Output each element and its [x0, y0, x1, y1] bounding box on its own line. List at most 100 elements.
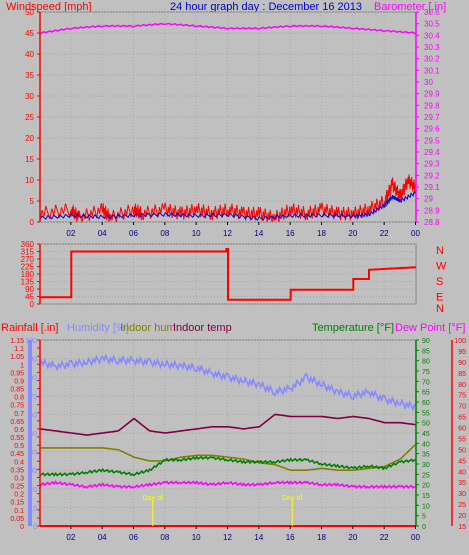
humidity-tick-label: 60: [29, 412, 37, 419]
temperature-tick-label: 20: [422, 483, 430, 490]
barometer-tick-label: 30.4: [424, 31, 440, 40]
dewpoint-tick-label: 95: [458, 349, 466, 356]
barometer-tick-label: 30.6: [424, 8, 440, 17]
windspeed-axis-label: Windspeed [mph]: [6, 1, 92, 13]
x-tick-label: 00: [411, 229, 420, 238]
humidity-tick-label: 50: [29, 431, 37, 438]
temperature-tick-label: 0: [422, 524, 426, 531]
windspeed-tick-label: 35: [25, 71, 34, 80]
rain-tick-label: 0.3: [14, 475, 24, 482]
dewpoint-tick-label: 65: [458, 415, 466, 422]
windspeed-tick-label: 0: [30, 218, 35, 227]
rain-tick-label: 0.25: [10, 484, 24, 491]
rain-tick-label: 0.85: [10, 387, 24, 394]
series-barometer: [39, 22, 417, 35]
x-tick-label: 18: [317, 533, 326, 542]
x-tick-label: 02: [66, 229, 75, 238]
x-tick-label: 20: [348, 533, 357, 542]
temperature-tick-label: 55: [422, 410, 430, 417]
humidity-axis-label: Humidity [%]: [67, 322, 129, 334]
x-tick-label: 22: [380, 229, 389, 238]
rain-tick-label: 0.7: [14, 411, 24, 418]
humidity-tick-label: 40: [29, 450, 37, 457]
direction-tick-label: 90: [25, 285, 34, 294]
barometer-tick-label: 30.3: [424, 43, 440, 52]
temperature-tick-label: 15: [422, 493, 430, 500]
temperature-tick-label: 50: [422, 421, 430, 428]
humidity-tick-label: 10: [29, 505, 37, 512]
chart-title: 24 hour graph day : December 16 2013: [170, 1, 362, 13]
temperature-axis-label: Temperature [°F]: [312, 322, 394, 334]
x-tick-label: 12: [223, 533, 232, 542]
dewpoint-tick-label: 35: [458, 480, 466, 487]
dewpoint-tick-label: 85: [458, 371, 466, 378]
temperature-tick-label: 35: [422, 452, 430, 459]
x-tick-label: 20: [348, 229, 357, 238]
series-humidity: [39, 353, 417, 412]
rain-tick-label: 1.15: [10, 338, 24, 345]
rain-tick-label: 0.5: [14, 443, 24, 450]
dewpoint-tick-label: 40: [458, 469, 466, 476]
indoor-hum-label: Indoor hum: [120, 322, 176, 334]
temperature-tick-label: 65: [422, 390, 430, 397]
temperature-tick-label: 60: [422, 400, 430, 407]
direction-tick-label: 360: [21, 240, 35, 249]
series-dew_point: [39, 480, 416, 490]
x-tick-label: 22: [380, 533, 389, 542]
x-tick-label: 08: [160, 533, 169, 542]
barometer-tick-label: 29.1: [424, 183, 440, 192]
x-tick-label: 16: [286, 533, 295, 542]
annotation-label: Day of: [143, 495, 163, 502]
rain-tick-label: 1: [20, 362, 24, 369]
temperature-tick-label: 70: [422, 379, 430, 386]
compass-label: W: [436, 261, 447, 273]
dewpoint-tick-label: 75: [458, 393, 466, 400]
windspeed-tick-label: 15: [25, 155, 34, 164]
rain-tick-label: 0.65: [10, 419, 24, 426]
barometer-tick-label: 29.4: [424, 148, 440, 157]
temperature-tick-label: 90: [422, 338, 430, 345]
barometer-tick-label: 29.8: [424, 101, 440, 110]
direction-tick-label: 0: [30, 300, 35, 309]
dewpoint-tick-label: 15: [458, 524, 466, 531]
barometer-tick-label: 30.2: [424, 55, 440, 64]
temperature-tick-label: 75: [422, 369, 430, 376]
windspeed-tick-label: 20: [25, 134, 34, 143]
x-tick-label: 06: [129, 533, 138, 542]
dewpoint-tick-label: 50: [458, 447, 466, 454]
rain-tick-label: 0.45: [10, 451, 24, 458]
dewpoint-tick-label: 100: [454, 338, 466, 345]
direction-tick-label: 180: [21, 270, 35, 279]
x-tick-label: 10: [192, 533, 201, 542]
barometer-tick-label: 29.9: [424, 90, 440, 99]
axes-layer: 0510152025303540455028.828.92929.129.229…: [10, 8, 466, 542]
dewpoint-tick-label: 60: [458, 426, 466, 433]
rainfall-axis-label: Rainfall [.in]: [1, 322, 58, 334]
rain-tick-label: 0.15: [10, 500, 24, 507]
x-tick-label: 14: [254, 229, 263, 238]
temperature-tick-label: 25: [422, 472, 430, 479]
x-tick-label: 12: [223, 229, 232, 238]
rain-tick-label: 0.4: [14, 459, 24, 466]
barometer-tick-label: 29.2: [424, 171, 440, 180]
temperature-tick-label: 80: [422, 359, 430, 366]
compass-label: S: [436, 276, 443, 288]
windspeed-tick-label: 25: [25, 113, 34, 122]
x-tick-label: 04: [98, 533, 107, 542]
series-wind_direction: [40, 248, 417, 301]
humidity-tick-label: 70: [29, 394, 37, 401]
x-tick-label: 06: [129, 229, 138, 238]
dewpoint-tick-label: 55: [458, 436, 466, 443]
barometer-tick-label: 29.5: [424, 136, 440, 145]
temperature-tick-label: 5: [422, 514, 426, 521]
direction-tick-label: 135: [21, 278, 35, 287]
rain-tick-label: 0.6: [14, 427, 24, 434]
series-indoor_hum: [40, 443, 417, 471]
annotation-label: Day of: [282, 495, 302, 502]
humidity-tick-label: 80: [29, 375, 37, 382]
x-tick-label: 18: [317, 229, 326, 238]
indoor-temp-label: Indoor temp: [173, 322, 232, 334]
x-tick-label: 10: [192, 229, 201, 238]
barometer-tick-label: 29.7: [424, 113, 440, 122]
